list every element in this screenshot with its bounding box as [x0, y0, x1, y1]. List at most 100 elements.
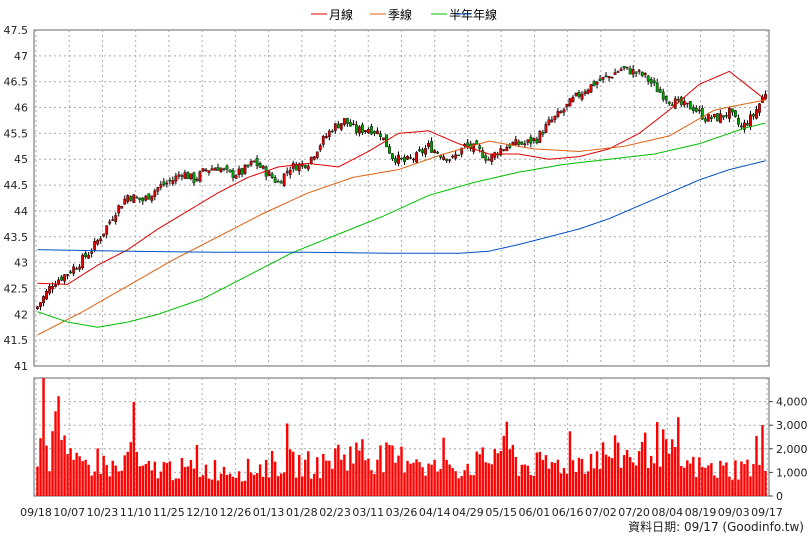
candle-body-up — [685, 102, 689, 105]
volume-bar — [677, 417, 680, 496]
volume-bar — [313, 473, 316, 496]
volume-bar — [430, 464, 433, 496]
candle-body-up — [502, 149, 506, 151]
price-tick-label: 47 — [14, 50, 28, 63]
volume-bar — [589, 453, 593, 496]
volume-bar — [436, 471, 439, 496]
volume-bar — [382, 472, 385, 496]
candle-body-up — [108, 221, 112, 224]
candle-body-up — [48, 286, 51, 294]
candle-body-up — [487, 159, 491, 161]
candle-body-up — [580, 93, 584, 100]
volume-bar — [764, 470, 767, 496]
candle-body-down — [734, 110, 737, 117]
candle-body-up — [156, 187, 160, 192]
volume-bar — [674, 447, 677, 496]
volume-bar — [331, 468, 334, 496]
volume-bar — [285, 423, 289, 496]
candle-body-down — [303, 164, 307, 168]
volume-bar — [526, 465, 530, 496]
legend-item-monthly: 月線 — [311, 7, 353, 22]
date-tick-label: 08/04 — [651, 506, 683, 519]
date-tick-label: 09/03 — [718, 506, 750, 519]
candle-body-up — [210, 168, 214, 171]
candle-body-down — [75, 268, 79, 270]
volume-bar — [761, 425, 764, 496]
volume-bar — [123, 455, 126, 496]
date-tick-label: 10/23 — [87, 506, 119, 519]
volume-bar — [93, 471, 96, 496]
candle-body-up — [532, 138, 536, 141]
candle-body-down — [391, 153, 394, 160]
ma-line-monthly — [37, 70, 766, 285]
candle-body-up — [117, 205, 121, 214]
volume-bar — [252, 474, 256, 496]
volume-bar — [328, 460, 331, 496]
price-tick-label: 41 — [14, 360, 28, 373]
candle-body-up — [631, 68, 635, 75]
candle-body-down — [147, 193, 151, 200]
candle-body-up — [51, 286, 54, 290]
volume-bar — [571, 460, 575, 496]
candle-body-down — [667, 101, 671, 104]
volume-bar — [45, 445, 48, 496]
candle-body-up — [755, 109, 758, 119]
volume-tick-label: 1,000 — [776, 466, 808, 479]
candle-body-down — [529, 136, 533, 144]
volume-bar — [481, 447, 484, 496]
volume-bar — [577, 457, 581, 496]
volume-bar — [120, 470, 123, 496]
price-tick-label: 43.5 — [4, 231, 29, 244]
candle-body-up — [556, 111, 560, 117]
price-tick-label: 44 — [14, 205, 28, 218]
candle-body-down — [517, 141, 521, 145]
candle-body-up — [364, 130, 367, 132]
volume-bar — [698, 457, 701, 496]
candle-body-up — [676, 99, 680, 101]
candle-body-up — [442, 156, 446, 160]
volume-bar — [213, 459, 217, 496]
candle-body-down — [394, 158, 397, 163]
volume-bar — [722, 465, 725, 496]
candle-body-down — [430, 141, 433, 153]
date-tick-label: 04/14 — [419, 506, 451, 519]
date-tick-label: 06/01 — [519, 506, 551, 519]
candle-body-up — [505, 147, 509, 152]
candle-body-down — [661, 91, 665, 100]
volume-bar — [228, 473, 232, 496]
volume-bar — [352, 463, 355, 496]
volume-bar — [728, 476, 731, 496]
volume-bar — [683, 467, 686, 496]
candle-body-up — [150, 195, 154, 201]
volume-bar — [731, 479, 734, 496]
candle-body-up — [712, 113, 716, 117]
volume-tick-label: 2,000 — [776, 443, 808, 456]
date-tick-label: 03/11 — [352, 506, 384, 519]
volume-bar — [743, 464, 746, 496]
volume-bar — [562, 468, 566, 496]
volume-bar — [755, 435, 758, 496]
volume-bar — [689, 463, 692, 496]
candle-body-up — [198, 171, 202, 182]
volume-bar — [346, 470, 349, 496]
volume-bar — [665, 439, 668, 496]
date-tick-label: 11/10 — [120, 506, 152, 519]
volume-bar — [652, 463, 656, 496]
volume-bar — [403, 472, 406, 496]
volume-bar — [174, 478, 178, 496]
candle-body-up — [499, 148, 503, 156]
candle-body-up — [743, 122, 746, 130]
candle-body-down — [192, 172, 196, 184]
candle-body-up — [415, 152, 418, 163]
volume-bar — [90, 475, 93, 496]
volume-bar — [478, 454, 481, 496]
volume-bar — [231, 476, 235, 496]
candle-body-up — [318, 145, 322, 151]
candle-body-down — [737, 117, 740, 125]
volume-bar — [319, 478, 322, 496]
volume-bar — [129, 442, 132, 496]
candle-body-up — [433, 150, 436, 154]
price-axis: 47.5 47 46.5 46 45.5 45 44.5 44 43.5 43 42.5 42 41.5… — [4, 24, 29, 373]
candle-body-up — [427, 142, 430, 147]
candle-body-up — [309, 156, 313, 164]
